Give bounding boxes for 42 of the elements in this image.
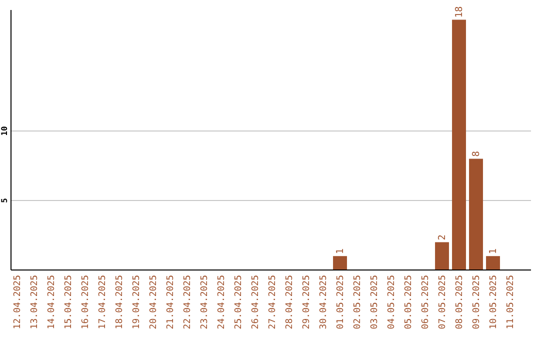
x-tick-label: 10.05.2025 [489,275,499,330]
x-tick-label: 22.04.2025 [183,275,193,330]
bar [469,158,483,270]
x-tick-label: 02.05.2025 [353,275,363,330]
bar [452,20,466,270]
data-label: 8 [471,150,482,157]
x-tick-label: 07.05.2025 [438,275,448,330]
x-tick-label: 12.04.2025 [13,275,23,330]
x-tick-label: 04.05.2025 [387,275,397,330]
x-tick-label: 23.04.2025 [200,275,210,330]
x-tick-label: 26.04.2025 [251,275,261,330]
x-tick-label: 14.04.2025 [47,275,57,330]
x-tick-label: 15.04.2025 [64,275,74,330]
x-tick-label: 06.05.2025 [421,275,431,330]
x-tick-label: 29.04.2025 [302,275,312,330]
bar [435,242,449,270]
x-tick-label: 18.04.2025 [115,275,125,330]
data-label: 1 [335,248,346,254]
x-tick-label: 19.04.2025 [132,275,142,330]
data-label: 18 [454,6,465,18]
x-tick-label: 05.05.2025 [404,275,414,330]
x-tick-label: 01.05.2025 [336,275,346,330]
bar [333,256,347,270]
bar [486,256,500,270]
x-tick-label: 28.04.2025 [285,275,295,330]
x-tick-label: 13.04.2025 [30,275,40,330]
x-tick-label: 09.05.2025 [472,275,482,330]
x-tick-label: 30.04.2025 [319,275,329,330]
x-tick-label: 17.04.2025 [98,275,108,330]
x-tick-label: 24.04.2025 [217,275,227,330]
x-tick-label: 08.05.2025 [455,275,465,330]
x-tick-label: 11.05.2025 [506,275,516,330]
x-tick-label: 16.04.2025 [81,275,91,330]
y-tick-label: 5 [0,198,9,203]
x-tick-label: 20.04.2025 [149,275,159,330]
data-label: 1 [488,248,499,254]
x-tick-label: 25.04.2025 [234,275,244,330]
x-tick-label: 21.04.2025 [166,275,176,330]
x-tick-label: 03.05.2025 [370,275,380,330]
x-tick-label: 27.04.2025 [268,275,278,330]
data-label: 2 [437,234,448,240]
y-tick-label: 10 [0,126,9,136]
